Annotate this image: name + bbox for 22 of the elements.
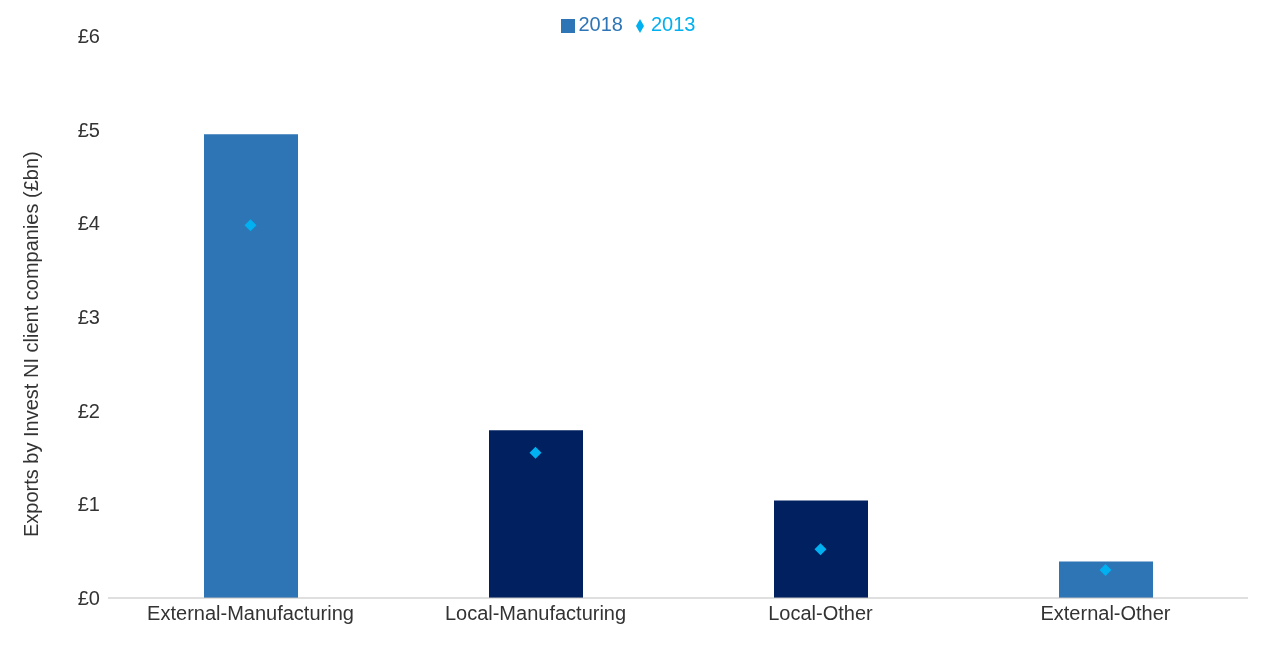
bar	[774, 500, 868, 598]
point	[244, 219, 257, 232]
point	[529, 446, 542, 459]
point	[814, 543, 827, 556]
bar	[204, 134, 298, 598]
y-axis-title: Exports by Invest NI client companies (£bn)	[20, 151, 43, 537]
y-tick-label: £6	[77, 25, 100, 48]
y-tick-label: £4	[77, 212, 100, 235]
point	[1099, 563, 1112, 576]
y-tick-label: £3	[77, 306, 100, 329]
x-tick-label: Local-Manufacturing	[444, 602, 627, 625]
x-tick-label: Local-Other	[768, 602, 874, 625]
x-tick-label: External-Other	[1040, 602, 1171, 625]
y-tick-label: £2	[77, 399, 100, 422]
legend-label: 2018	[578, 13, 623, 35]
y-tick-label: £0	[77, 587, 100, 610]
y-tick-label: £5	[77, 118, 100, 141]
legend-label: 2013	[651, 13, 696, 35]
x-tick-label: External-Manufacturing	[147, 602, 354, 625]
y-tick-label: £1	[77, 493, 100, 516]
bar	[1059, 561, 1153, 598]
bar	[489, 430, 583, 598]
